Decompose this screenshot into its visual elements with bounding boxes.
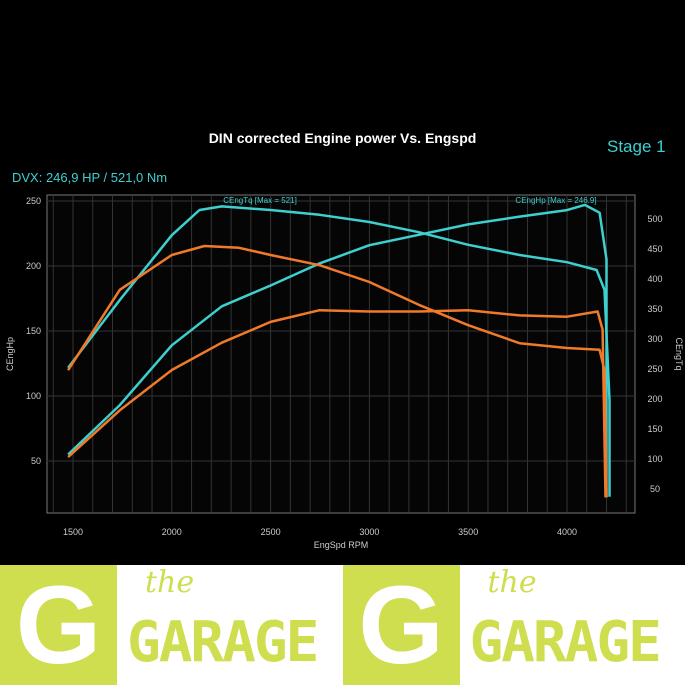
y-right-tick-label: 350: [647, 304, 662, 314]
dvx-summary: DVX: 246,9 HP / 521,0 Nm: [12, 170, 168, 185]
x-tick-label: 3500: [458, 527, 478, 537]
annotation-torque-max: CEngTq [Max = 521]: [223, 196, 297, 205]
plot-area: [46, 194, 636, 514]
chart-title: DIN corrected Engine power Vs. Engspd: [208, 130, 477, 146]
series-line-0: [67, 203, 608, 498]
x-axis-label: EngSpd RPM: [314, 540, 369, 550]
series-line-2: [67, 244, 608, 497]
y-right-axis-label: CEngTq: [674, 337, 684, 370]
dyno-chart: 50 100 150 200 250 50 100 150 200 250 300 350 400 450…: [5, 194, 684, 550]
stage-label: Stage 1: [607, 137, 666, 156]
y-left-tick-label: 200: [26, 261, 41, 271]
y-left-tick-label: 50: [31, 456, 41, 466]
y-left-tick-label: 250: [26, 196, 41, 206]
annotation-power-max: CEngHp [Max = 246.9]: [515, 196, 596, 205]
logo-garage: GARAGE: [469, 610, 662, 675]
logo-the: the: [487, 565, 537, 600]
y-right-tick-label: 100: [647, 454, 662, 464]
logo-the: the: [145, 565, 195, 600]
x-tick-label: 2500: [261, 527, 281, 537]
y-right-tick-label: 400: [647, 274, 662, 284]
x-tick-label: 3000: [359, 527, 379, 537]
y-left-tick-label: 150: [26, 326, 41, 336]
y-right-tick-label: 500: [647, 214, 662, 224]
y-right-tick-label: 150: [647, 424, 662, 434]
g-wrench-icon: G: [342, 565, 460, 685]
y-right-tick-label: 250: [647, 364, 662, 374]
logo-garage: GARAGE: [127, 610, 319, 675]
x-tick-label: 2000: [162, 527, 182, 537]
x-tick-label: 4000: [557, 527, 577, 537]
g-wrench-icon: G: [0, 565, 117, 685]
y-left-tick-label: 100: [26, 391, 41, 401]
y-right-tick-label: 300: [647, 334, 662, 344]
series-line-3: [67, 308, 607, 498]
y-left-axis-label: CEngHp: [5, 337, 15, 371]
y-right-tick-label: 200: [647, 394, 662, 404]
series-line-1: [67, 205, 611, 497]
x-tick-label: 1500: [63, 527, 83, 537]
y-right-tick-label: 450: [647, 244, 662, 254]
y-right-tick-label: 50: [650, 484, 660, 494]
